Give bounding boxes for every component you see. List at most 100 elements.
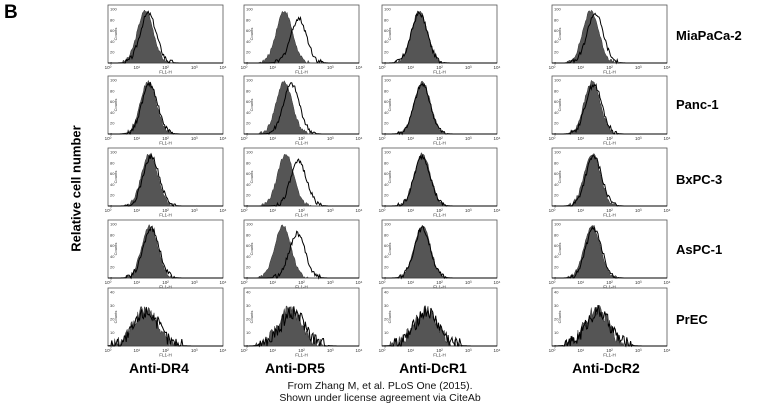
x-tick-label: 10⁰ <box>549 136 556 141</box>
column-label-anti-dcr2: Anti-DcR2 <box>572 360 640 376</box>
x-tick-label: 10² <box>162 136 169 141</box>
x-tick-label: 10² <box>606 65 613 70</box>
x-tick-label: 10³ <box>465 348 472 353</box>
y-tick-label: 80 <box>246 160 251 165</box>
x-tick-label: 10² <box>606 208 613 213</box>
x-tick-label: 10⁰ <box>105 280 112 285</box>
panel-frame <box>243 219 360 279</box>
x-tick-label: 10³ <box>327 136 334 141</box>
x-tick-label: 10³ <box>465 136 472 141</box>
isotype-control-histogram <box>244 305 359 347</box>
histogram-panel: 0 20 40 60 80 100 Counts 10⁰ 10¹ 10² 10³ 10⁴ FL1-H <box>105 75 227 146</box>
y-axis-tick-title: Counts <box>113 99 118 112</box>
histogram-panel: 0 20 40 60 80 100 Counts 10⁰ 10¹ 10² 10³ 10⁴ FL1-H <box>379 147 501 218</box>
x-tick-label: 10³ <box>191 136 198 141</box>
x-tick-label: 10³ <box>635 136 642 141</box>
y-tick-label: 0 <box>110 132 113 137</box>
y-tick-label: 0 <box>110 344 113 349</box>
y-tick-label: 20 <box>110 317 115 322</box>
x-tick-label: 10³ <box>327 208 334 213</box>
x-tick-label: 10⁴ <box>220 280 227 285</box>
panel-frame <box>381 4 498 64</box>
histogram-panel: 0 10 20 30 40 Counts 10⁰ 10¹ 10² 10³ 10⁴ FL1-H <box>105 287 227 358</box>
histogram-panel: 0 10 20 30 40 Counts 10⁰ 10¹ 10² 10³ 10⁴ FL1-H <box>549 287 671 358</box>
x-axis-tick-title: FL1-H <box>295 141 308 146</box>
x-tick-label: 10¹ <box>407 208 414 213</box>
antibody-stain-histogram <box>244 158 359 207</box>
panel-frame <box>551 219 668 279</box>
x-tick-label: 10¹ <box>577 280 584 285</box>
x-tick-label: 10⁰ <box>241 280 248 285</box>
y-tick-label: 20 <box>384 265 389 270</box>
y-tick-label: 30 <box>246 303 251 308</box>
y-tick-label: 80 <box>384 232 389 237</box>
y-tick-label: 40 <box>110 110 115 115</box>
x-axis-tick-title: FL1-H <box>159 141 172 146</box>
y-tick-label: 40 <box>554 110 559 115</box>
y-tick-label: 80 <box>554 17 559 22</box>
antibody-stain-histogram <box>381 305 497 347</box>
x-tick-label: 10¹ <box>577 136 584 141</box>
y-axis-tick-title: Counts <box>387 171 392 184</box>
y-tick-label: 60 <box>246 171 251 176</box>
isotype-control-histogram <box>244 224 359 279</box>
y-tick-label: 80 <box>246 88 251 93</box>
x-tick-label: 10³ <box>465 208 472 213</box>
x-tick-label: 10⁰ <box>549 348 556 353</box>
antibody-stain-histogram <box>107 306 223 347</box>
x-tick-label: 10² <box>162 280 169 285</box>
x-tick-label: 10⁴ <box>664 280 671 285</box>
y-axis-tick-title: Counts <box>557 311 562 324</box>
y-tick-label: 100 <box>384 78 391 83</box>
x-tick-label: 10⁴ <box>494 208 501 213</box>
x-tick-label: 10⁰ <box>549 208 556 213</box>
y-tick-label: 40 <box>110 290 115 295</box>
y-axis-tick-title: Counts <box>113 311 118 324</box>
credit-line-1: From Zhang M, et al. PLoS One (2015). <box>287 380 473 392</box>
y-tick-label: 40 <box>554 290 559 295</box>
x-tick-label: 10⁴ <box>356 136 363 141</box>
y-tick-label: 0 <box>110 61 113 66</box>
histogram-panel: 0 20 40 60 80 100 Counts 10⁰ 10¹ 10² 10³ 10⁴ FL1-H <box>105 4 227 75</box>
y-tick-label: 100 <box>554 222 561 227</box>
y-tick-label: 40 <box>384 110 389 115</box>
y-tick-label: 40 <box>110 39 115 44</box>
antibody-stain-histogram <box>382 153 497 207</box>
y-tick-label: 0 <box>384 61 387 66</box>
x-tick-label: 10⁴ <box>220 136 227 141</box>
y-tick-label: 100 <box>110 78 117 83</box>
y-tick-label: 20 <box>554 265 559 270</box>
y-axis-tick-title: Counts <box>557 243 562 256</box>
x-tick-label: 10⁰ <box>379 65 386 70</box>
x-axis-tick-title: FL1-H <box>603 70 616 75</box>
x-tick-label: 10³ <box>191 208 198 213</box>
y-tick-label: 100 <box>246 222 253 227</box>
y-tick-label: 20 <box>246 193 251 198</box>
x-axis-tick-title: FL1-H <box>433 213 446 218</box>
x-tick-label: 10⁴ <box>494 136 501 141</box>
y-tick-label: 40 <box>384 182 389 187</box>
y-tick-label: 30 <box>110 303 115 308</box>
antibody-stain-histogram <box>244 306 359 348</box>
y-tick-label: 20 <box>246 265 251 270</box>
x-tick-label: 10³ <box>635 348 642 353</box>
y-tick-label: 60 <box>384 28 389 33</box>
x-tick-label: 10⁰ <box>105 65 112 70</box>
x-tick-label: 10² <box>606 348 613 353</box>
histogram-panel: 0 20 40 60 80 100 Counts 10⁰ 10¹ 10² 10³ 10⁴ FL1-H <box>241 4 363 75</box>
panel-frame <box>381 147 498 207</box>
y-tick-label: 40 <box>110 254 115 259</box>
antibody-stain-histogram <box>244 81 359 135</box>
y-axis-tick-title: Counts <box>113 171 118 184</box>
y-tick-label: 100 <box>110 7 117 12</box>
y-tick-label: 100 <box>384 150 391 155</box>
y-tick-label: 20 <box>384 193 389 198</box>
row-label-aspc1: AsPC-1 <box>676 242 723 257</box>
y-axis-tick-title: Counts <box>249 171 254 184</box>
y-tick-label: 100 <box>554 78 561 83</box>
y-tick-label: 40 <box>384 290 389 295</box>
y-axis-tick-title: Counts <box>557 171 562 184</box>
row-label-panc1: Panc-1 <box>676 97 719 112</box>
x-tick-label: 10⁰ <box>549 65 556 70</box>
x-tick-label: 10⁰ <box>379 136 386 141</box>
